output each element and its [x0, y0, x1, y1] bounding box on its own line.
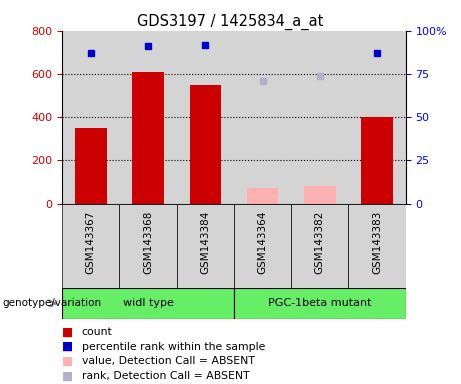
Bar [177, 31, 234, 204]
Bar [62, 204, 119, 288]
Text: ■: ■ [62, 355, 73, 368]
Bar [119, 204, 177, 288]
Text: value, Detection Call = ABSENT: value, Detection Call = ABSENT [82, 356, 254, 366]
Bar [132, 72, 164, 204]
Bar [349, 204, 406, 288]
Text: PGC-1beta mutant: PGC-1beta mutant [268, 298, 372, 308]
Bar [62, 31, 119, 204]
Bar [234, 288, 406, 319]
Bar [304, 186, 336, 204]
Bar [361, 117, 393, 204]
Bar [291, 204, 349, 288]
Bar [119, 31, 177, 204]
Text: ■: ■ [62, 326, 73, 339]
Text: ■: ■ [62, 369, 73, 382]
Bar [247, 189, 278, 204]
Text: ■: ■ [62, 340, 73, 353]
Text: GSM143382: GSM143382 [315, 210, 325, 274]
Text: widl type: widl type [123, 298, 173, 308]
Bar [62, 288, 234, 319]
Text: GSM143367: GSM143367 [86, 210, 96, 274]
Bar [75, 128, 106, 204]
Text: rank, Detection Call = ABSENT: rank, Detection Call = ABSENT [82, 371, 249, 381]
Bar [177, 204, 234, 288]
Text: percentile rank within the sample: percentile rank within the sample [82, 342, 265, 352]
Text: GDS3197 / 1425834_a_at: GDS3197 / 1425834_a_at [137, 13, 324, 30]
Text: GSM143368: GSM143368 [143, 210, 153, 274]
Bar [349, 31, 406, 204]
Bar [291, 31, 349, 204]
Text: GSM143383: GSM143383 [372, 210, 382, 274]
Text: count: count [82, 327, 112, 337]
Bar [234, 31, 291, 204]
Bar [189, 85, 221, 204]
Bar [234, 204, 291, 288]
Text: genotype/variation: genotype/variation [2, 298, 101, 308]
Text: GSM143384: GSM143384 [201, 210, 210, 274]
Text: GSM143364: GSM143364 [258, 210, 267, 274]
